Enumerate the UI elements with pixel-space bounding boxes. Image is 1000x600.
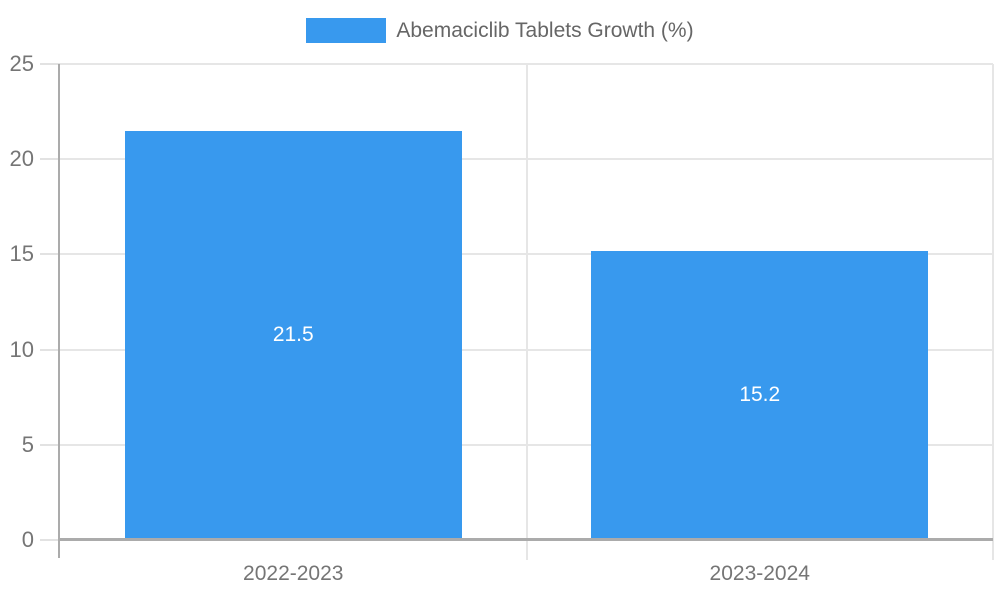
y-tick-mark	[40, 158, 60, 161]
bar	[124, 130, 462, 540]
x-axis-line	[60, 538, 993, 541]
plot-right-border	[992, 64, 994, 560]
category-separator-gridline	[525, 64, 528, 560]
y-axis-line	[58, 64, 60, 558]
y-tick-label: 5	[21, 431, 34, 457]
y-tick-label: 0	[21, 527, 34, 552]
legend-label: Abemaciclib Tablets Growth (%)	[396, 18, 694, 42]
y-tick-mark	[40, 348, 60, 351]
bar-value-label: 15.2	[739, 383, 781, 407]
x-tick-label: 2023-2024	[709, 562, 810, 585]
x-tick-label: 2022-2023	[243, 562, 344, 585]
y-tick-label: 20	[9, 146, 34, 172]
y-tick-label: 15	[9, 241, 34, 267]
legend: Abemaciclib Tablets Growth (%)	[0, 18, 1000, 43]
legend-swatch	[306, 18, 387, 43]
y-tick-mark	[40, 539, 60, 541]
bar	[591, 250, 929, 540]
y-tick-label: 10	[9, 336, 34, 362]
y-tick-mark	[40, 253, 60, 256]
y-tick-mark	[40, 443, 60, 446]
y-tick-mark	[40, 63, 60, 65]
y-tick-label: 25	[9, 51, 34, 76]
bar-value-label: 21.5	[272, 323, 314, 347]
plot-area: 0 5 10 15 20 25 21.5 2022-2023 15.2 2023-2024	[10, 51, 994, 585]
